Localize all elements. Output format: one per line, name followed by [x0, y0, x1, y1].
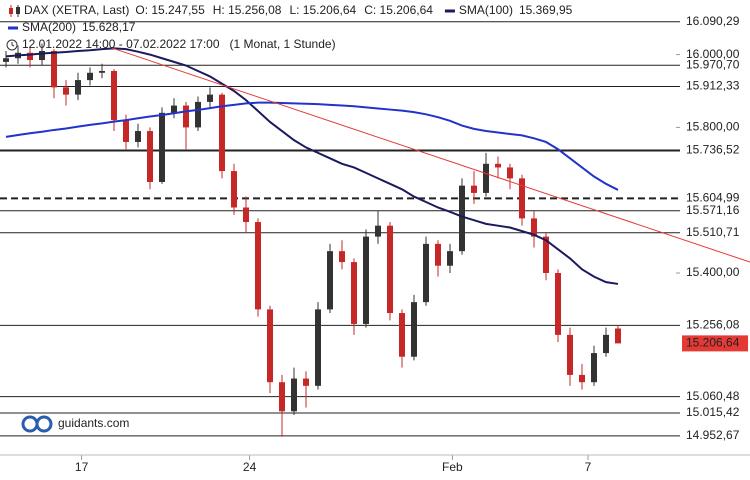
- candle-body: [471, 185, 477, 193]
- x-tick-label: 17: [75, 460, 89, 474]
- legend-icon: [16, 7, 20, 14]
- level-label: 14.952,67: [686, 428, 740, 442]
- candle-body: [219, 94, 225, 172]
- legend-label: DAX (XETRA, Last): [24, 3, 129, 17]
- candle-body: [339, 251, 345, 263]
- level-label: 15.206,64: [686, 336, 740, 350]
- legend-label: SMA(200): [22, 20, 76, 34]
- y-tick-label: 16.000,00: [686, 47, 740, 61]
- legend-value: O: 15.247,55: [135, 3, 205, 17]
- candle-body: [567, 334, 573, 375]
- trendline: [109, 46, 750, 263]
- candle-body: [231, 171, 237, 208]
- candle-body: [435, 243, 441, 266]
- level-label: 15.604,99: [686, 191, 740, 205]
- candle-body: [579, 374, 585, 383]
- candle-body: [603, 334, 609, 354]
- candle-body: [303, 378, 309, 386]
- legend-value: 15.369,95: [519, 3, 573, 17]
- level-label: 15.571,16: [686, 203, 740, 217]
- legend-value: H: 15.256,08: [213, 3, 282, 17]
- level-label: 15.510,71: [686, 225, 740, 239]
- logo: [35, 415, 53, 433]
- candle-body: [507, 167, 513, 179]
- y-tick-label: 15.800,00: [686, 120, 740, 134]
- x-tick-label: Feb: [442, 460, 463, 474]
- candle-body: [75, 80, 81, 95]
- candle-body: [375, 225, 381, 237]
- candle-body: [519, 178, 525, 219]
- candle-body: [495, 163, 501, 168]
- candle-body: [543, 236, 549, 273]
- candle-body: [327, 251, 333, 310]
- legend-value: 15.628,17: [82, 20, 136, 34]
- level-label: 16.090,29: [686, 14, 740, 28]
- period: 12.01.2022 14:00 - 07.02.2022 17:00: [22, 37, 220, 51]
- candle-body: [207, 94, 213, 102]
- legend-icon: [9, 8, 13, 14]
- candle-body: [411, 302, 417, 357]
- candle-body: [147, 131, 153, 182]
- x-tick-label: 7: [585, 460, 592, 474]
- candle-body: [447, 251, 453, 266]
- plot-area: 16.000,00 15.800,00 15.400,00 17 24 Feb 7 16.09…: [0, 14, 750, 474]
- candle-body: [591, 353, 597, 383]
- level-label: 15.912,33: [686, 79, 740, 93]
- candle-body: [555, 273, 561, 335]
- legend-label: SMA(100): [459, 3, 513, 17]
- candle-body: [135, 131, 141, 142]
- candle-body: [423, 243, 429, 303]
- candle-body: [99, 70, 105, 73]
- resolution: (1 Monat, 1 Stunde): [230, 37, 336, 51]
- candle-body: [387, 225, 393, 314]
- sma-line: [5, 101, 619, 191]
- candle-body: [63, 87, 69, 95]
- candle-body: [111, 70, 117, 121]
- candle-body: [243, 207, 249, 223]
- candle-body: [87, 72, 93, 81]
- candle-body: [195, 101, 201, 128]
- candle-body: [171, 105, 177, 113]
- candle-body: [39, 50, 45, 61]
- level-label: 15.736,52: [686, 143, 740, 157]
- legend-value: L: 15.206,64: [289, 3, 356, 17]
- price-label-bg: [682, 335, 748, 352]
- level-label: 15.060,48: [686, 389, 740, 403]
- level-label: 15.970,70: [686, 57, 740, 71]
- candle-body: [531, 218, 537, 237]
- level-label: 15.256,08: [686, 318, 740, 332]
- candle-body: [315, 309, 321, 386]
- candle-body: [255, 222, 261, 310]
- candle-body: [3, 58, 9, 62]
- candle-body: [351, 262, 357, 324]
- clock-icon: [6, 39, 18, 51]
- watermark: guidants.com: [58, 416, 129, 430]
- candle-body: [291, 378, 297, 412]
- candle-body: [483, 163, 489, 193]
- x-tick-label: 24: [243, 460, 257, 474]
- candle-body: [27, 52, 33, 61]
- clock-icon: [11, 42, 15, 47]
- candle-body: [279, 382, 285, 412]
- level-label: 15.015,42: [686, 405, 740, 419]
- candle-body: [363, 236, 369, 324]
- candle-body: [159, 112, 165, 182]
- candle-body: [123, 120, 129, 142]
- legend-value: C: 15.206,64: [364, 3, 433, 17]
- sma-line: [5, 47, 619, 285]
- candle-body: [459, 185, 465, 252]
- legend: DAX (XETRA, Last) O: 15.247,55 H: 15.256,0…: [6, 3, 573, 433]
- candle-body: [615, 328, 621, 344]
- candle-body: [267, 309, 273, 383]
- y-tick-label: 15.400,00: [686, 265, 740, 279]
- candle-body: [51, 50, 57, 88]
- candle-body: [183, 105, 189, 128]
- candle-body: [399, 313, 405, 357]
